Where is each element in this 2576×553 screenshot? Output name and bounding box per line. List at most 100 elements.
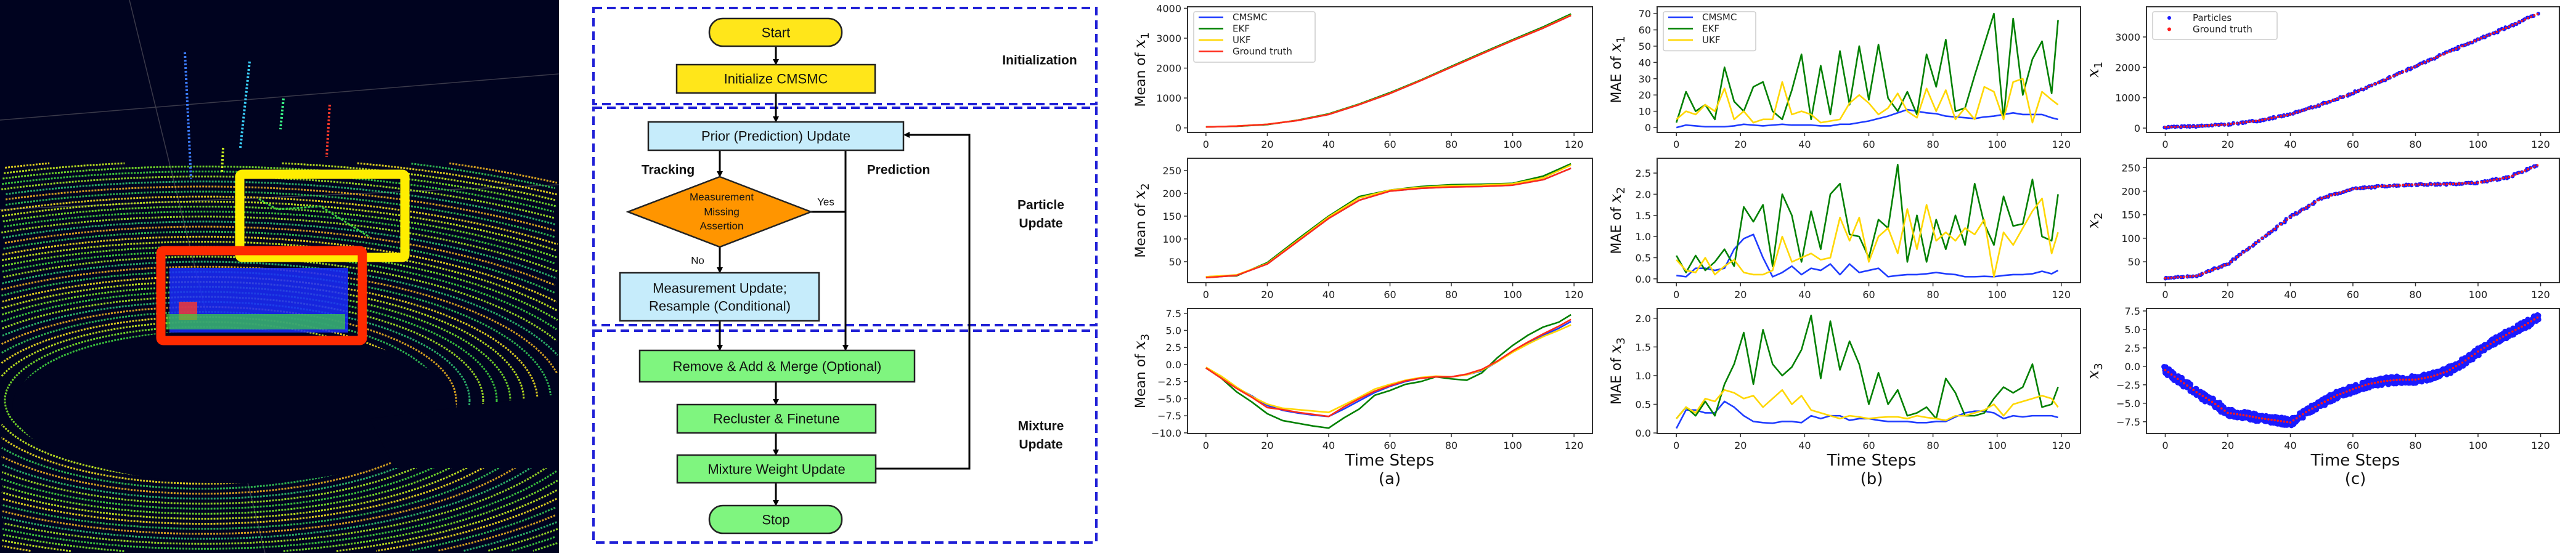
ground-truth-point — [2230, 260, 2232, 263]
ground-truth-point — [2455, 182, 2458, 185]
ground-truth-point — [2323, 102, 2326, 105]
ground-truth-point — [2420, 62, 2423, 65]
subplot-b-1: 0 20 40 60 80 100 120 0 10 20 30 40 50 60 70 MAE of x1 C… — [1607, 6, 2081, 150]
x-tick-label: 100 — [1987, 440, 2007, 451]
ground-truth-point — [2464, 43, 2467, 46]
ground-truth-point — [2308, 409, 2310, 412]
ground-truth-point — [2333, 395, 2336, 398]
ground-truth-point — [2301, 208, 2304, 211]
ground-truth-point — [2376, 381, 2379, 384]
ground-truth-point — [2389, 184, 2392, 187]
ground-truth-point — [2289, 421, 2292, 424]
lidar-ring — [1, 195, 558, 246]
ground-truth-point — [2164, 369, 2167, 371]
caption-a: (a) — [1378, 470, 1401, 488]
y-tick-label: −7.5 — [1157, 410, 1181, 422]
ground-truth-point — [2439, 183, 2442, 185]
ground-truth-point — [2376, 81, 2379, 84]
ground-truth-point — [2364, 187, 2367, 189]
ground-truth-point — [2411, 184, 2414, 186]
ground-truth-point — [2192, 389, 2195, 392]
ground-truth-point — [2204, 124, 2207, 127]
series-line-cmsmc — [1676, 233, 2059, 278]
node-stop — [708, 504, 843, 535]
ground-truth-point — [2239, 413, 2242, 416]
ground-truth-point — [2511, 24, 2514, 26]
node-initialize — [675, 63, 876, 94]
ground-truth-point — [2180, 125, 2182, 128]
subplot-c-1: 0 20 40 60 80 100 120 0 1000 2000 3000 x1 ParticlesG… — [2084, 6, 2560, 150]
decision-label-2: Missing — [704, 206, 740, 218]
ground-truth-point — [2395, 379, 2398, 381]
y-tick-label: 250 — [1162, 165, 1181, 177]
ground-truth-point — [2295, 417, 2298, 420]
ground-truth-point — [2408, 378, 2411, 381]
ground-truth-point — [2167, 371, 2170, 374]
section-mixture-label-2: Update — [1019, 438, 1062, 452]
y-axis-label-variable: x — [2084, 370, 2103, 379]
y-axis-label: Mean of x1 — [1131, 32, 1152, 107]
subplot-b-3: 0 20 40 60 80 100 120 0.0 0.5 1.0 1.5 2.0 MAE of x3 — [1607, 308, 2081, 451]
ground-truth-point — [2452, 366, 2455, 369]
subplot-c-2: 0 20 40 60 80 100 120 50 100 150 200 250 x2 — [2084, 158, 2560, 301]
y-axis-label-subscript: 1 — [1139, 32, 1152, 39]
y-axis-label-subscript: 1 — [2092, 62, 2105, 68]
ground-truth-point — [2427, 376, 2429, 379]
ground-truth-point — [2442, 183, 2445, 185]
ground-truth-point — [2264, 118, 2267, 121]
lidar-ring — [411, 163, 555, 189]
ground-truth-point — [2173, 126, 2176, 128]
series-line-ukf — [1676, 389, 2059, 421]
ground-truth-point — [2305, 206, 2307, 209]
ground-truth-point — [2367, 186, 2370, 189]
ground-truth-point — [2198, 393, 2201, 395]
legend-label: Ground truth — [1233, 46, 1292, 57]
decision-label-3: Assertion — [700, 220, 744, 232]
ground-truth-point — [2298, 210, 2301, 213]
ground-truth-point — [2392, 75, 2395, 78]
ground-truth-point — [2436, 373, 2439, 376]
x-tick-label: 0 — [2162, 139, 2168, 150]
y-tick-label: 1.0 — [1636, 370, 1651, 382]
ground-truth-point — [2420, 183, 2423, 186]
x-tick-label: 80 — [1926, 440, 1939, 451]
ground-truth-point — [2370, 186, 2373, 188]
ground-truth-point — [2442, 371, 2445, 374]
ground-truth-point — [2468, 42, 2470, 45]
series-line-ukf — [1676, 78, 2059, 124]
y-axis-label-variable: x — [2084, 219, 2103, 228]
y-tick-label: 0 — [1645, 122, 1651, 134]
ground-truth-point — [2254, 416, 2257, 419]
ground-truth-point — [2298, 415, 2301, 418]
ground-truth-point — [2492, 31, 2495, 34]
ground-truth-point — [2524, 169, 2526, 172]
ground-truth-point — [2283, 420, 2286, 423]
ground-truth-point — [2452, 182, 2455, 185]
ground-truth-point — [2267, 232, 2270, 235]
decision-label-1: Measurement — [690, 192, 754, 203]
ground-truth-point — [2471, 41, 2473, 44]
ground-truth-point — [2427, 183, 2429, 186]
ground-truth-point — [2326, 101, 2329, 103]
ground-truth-point — [2173, 375, 2176, 378]
ground-truth-point — [2505, 334, 2508, 336]
ground-truth-point — [2411, 378, 2414, 381]
ground-truth-point — [2245, 249, 2248, 251]
flow-arrows — [717, 46, 971, 506]
ground-truth-point — [2333, 99, 2336, 102]
ground-truth-point — [2336, 192, 2339, 195]
ground-truth-point — [2495, 339, 2498, 342]
ground-truth-point — [2201, 395, 2204, 397]
x-tick-label: 20 — [1261, 139, 1273, 150]
x-tick-label: 0 — [1203, 289, 1209, 301]
y-tick-label: 3000 — [1156, 33, 1181, 44]
ground-truth-point — [2214, 267, 2217, 270]
ground-truth-point — [2483, 346, 2485, 349]
ground-truth-point — [2198, 273, 2201, 276]
x-tick-label: 60 — [1862, 139, 1875, 150]
y-axis-label-subscript: 3 — [2092, 363, 2105, 369]
ground-truth-point — [2517, 327, 2520, 329]
y-axis-label-subscript: 2 — [1615, 187, 1628, 193]
time-steps-label-b: Time Steps — [1827, 451, 1917, 470]
y-tick-label: −7.5 — [2116, 416, 2140, 428]
